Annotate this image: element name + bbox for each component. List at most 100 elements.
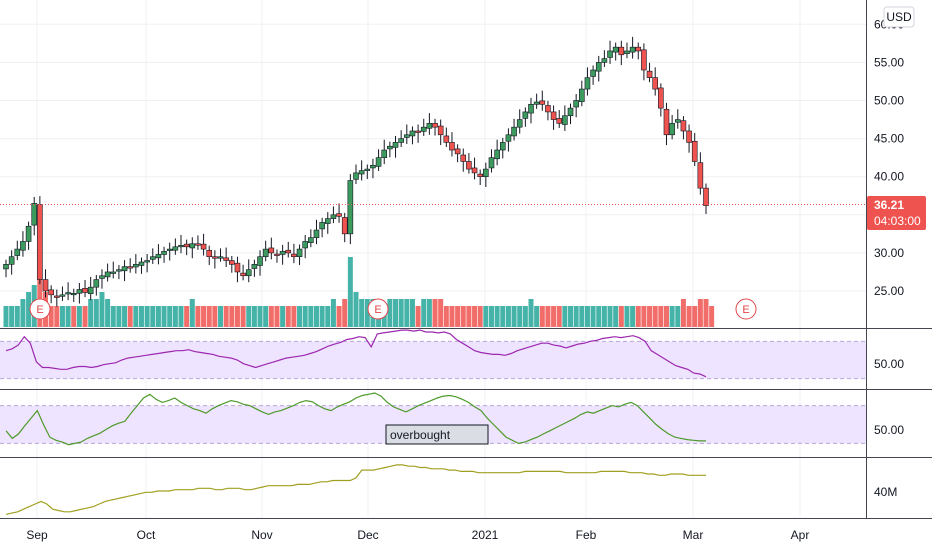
candle [195,235,201,250]
candle [144,254,150,273]
volume-bar [26,292,32,327]
volume-bar [150,306,156,327]
candle [54,289,60,307]
candle [65,282,71,301]
volume-bar [59,306,65,327]
candle-body [347,180,354,235]
stoch-line [5,392,706,446]
volume-bar [551,306,557,327]
candle [104,263,111,282]
volume-bar [584,306,590,327]
volume-bar [398,299,404,327]
volume-bar [268,306,274,327]
candle [370,158,376,179]
candle [48,285,54,304]
earnings-marker[interactable]: E [29,298,51,320]
last-price-value: 36.21 [874,198,904,212]
volume-bar [669,306,675,327]
candle [415,124,421,143]
volume-bar [517,306,523,327]
price-tick-label: 25.00 [874,284,904,298]
volume-bar [161,306,167,327]
earnings-marker[interactable]: E [367,298,389,320]
volume-bar [291,306,297,327]
volume-bar [325,306,331,327]
candle-body [217,256,224,259]
candle-body [110,271,117,274]
candle-body [674,119,681,123]
candle [212,250,218,269]
price-tick-label: 45.00 [874,132,904,146]
volume-bar [460,306,466,327]
volume-bar [488,306,494,327]
time-tick-label: Nov [251,528,272,542]
candle [8,250,15,275]
candle-body [488,157,495,169]
volume-bar [257,306,263,327]
candle [488,149,495,173]
rsi-pane[interactable] [0,329,866,380]
candle-body [691,140,698,162]
volume-bar [596,306,602,327]
volume-bar [647,306,653,327]
volume-bar [613,306,619,327]
candle-body [387,145,393,150]
volume-bar [347,257,353,327]
candle [87,276,94,301]
volume-bar [122,306,128,327]
candle [313,219,320,245]
volume-bar [285,306,291,327]
volume-bar [624,306,630,327]
candle-body [437,125,444,136]
candle-body [42,279,49,292]
candle [149,248,156,264]
candle [612,42,619,61]
candle [579,80,585,107]
volume-bar [189,299,195,327]
volume-bar [500,306,506,327]
candle-body [313,229,320,238]
svg-text:E: E [36,304,43,316]
candle-body [494,149,500,160]
volume-bar [364,299,370,327]
volume-bar [404,299,410,327]
candle [336,203,342,223]
rsi-axis-label: 50.00 [874,357,904,371]
earnings-marker[interactable]: E [735,298,757,320]
candle [353,164,359,184]
candle [37,196,43,285]
candle-body [257,256,263,266]
time-axis[interactable]: Sep Oct Nov Dec 2021 Feb Mar Apr [26,528,809,542]
candle-body [533,101,540,105]
candle [618,40,625,66]
candle [635,42,642,60]
candle-body [511,126,517,137]
candle [437,119,444,146]
candle [240,264,246,281]
candle [82,279,88,298]
volume-bar [443,306,449,327]
candle [375,149,382,171]
candle [387,141,393,158]
candle [624,42,630,59]
candle-body [144,260,150,263]
price-tick-label: 40.00 [874,170,904,184]
time-tick-label: Sep [26,528,48,542]
overbought-annotation[interactable]: overbought [385,424,489,445]
candle [234,256,241,283]
candle [663,102,670,146]
currency-button[interactable]: USD [883,6,915,28]
volume-bar [539,306,545,327]
volume-bar [601,306,607,327]
volume-bar [167,306,173,327]
candle-body [595,62,602,72]
candle-body [703,187,709,206]
volume-indicator-pane[interactable] [5,464,706,515]
candle-body [206,249,213,258]
volume-bar [686,306,692,327]
candle-body [375,157,382,167]
candle-body [59,294,66,297]
volume-bar [127,306,133,327]
